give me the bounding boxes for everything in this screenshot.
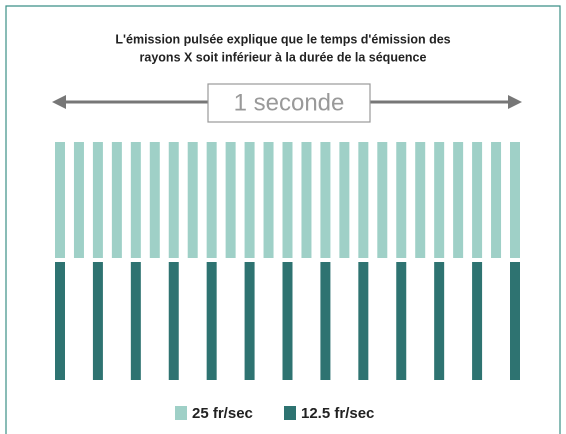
frame-border xyxy=(5,5,561,434)
frame-bar xyxy=(358,142,369,258)
frame-bar xyxy=(320,262,331,380)
frame-bar xyxy=(472,262,483,380)
title-line: rayons X soit inférieur à la durée de la… xyxy=(140,50,427,64)
frame-bar xyxy=(396,262,407,380)
legend-swatch xyxy=(175,406,187,420)
frame-bar xyxy=(415,142,426,258)
frame-bar xyxy=(73,142,84,258)
frame-bar xyxy=(168,142,179,258)
frame-bar xyxy=(472,142,483,258)
frame-bar xyxy=(282,142,293,258)
frame-bar xyxy=(263,142,274,258)
frame-bar xyxy=(453,142,464,258)
frame-bar xyxy=(244,142,255,258)
frame-bar xyxy=(206,262,217,380)
legend-swatch xyxy=(284,406,296,420)
frame-bar xyxy=(130,262,141,380)
arrow-head xyxy=(508,95,522,109)
frame-bar xyxy=(301,142,312,258)
legend-label: 12.5 fr/sec xyxy=(301,405,374,422)
frame-bar xyxy=(491,142,502,258)
frame-bar xyxy=(396,142,407,258)
frame-bar xyxy=(111,142,122,258)
frame-bar xyxy=(434,262,445,380)
legend-label: 25 fr/sec xyxy=(192,405,253,422)
frame-bar xyxy=(130,142,141,258)
frame-bar xyxy=(377,142,388,258)
frame-bars xyxy=(55,142,520,380)
frame-bar xyxy=(282,262,293,380)
frame-bar xyxy=(358,262,369,380)
frame-bar xyxy=(320,142,331,258)
duration-box xyxy=(207,83,371,123)
frame-bar xyxy=(149,142,160,258)
frame-bar xyxy=(55,262,65,380)
frame-bar xyxy=(225,142,236,258)
frame-bar xyxy=(55,142,65,258)
duration-label: 1 seconde xyxy=(234,89,345,116)
arrow-head xyxy=(52,95,66,109)
frame-bar xyxy=(92,142,103,258)
title-line: L'émission pulsée explique que le temps … xyxy=(115,32,450,46)
frame-bar xyxy=(187,142,198,258)
frame-bar xyxy=(339,142,350,258)
frame-bar xyxy=(206,142,217,258)
frame-bar xyxy=(168,262,179,380)
frame-bar xyxy=(244,262,255,380)
frame-bar xyxy=(510,262,520,380)
frame-bar xyxy=(434,142,445,258)
frame-bar xyxy=(92,262,103,380)
frame-bar xyxy=(510,142,520,258)
